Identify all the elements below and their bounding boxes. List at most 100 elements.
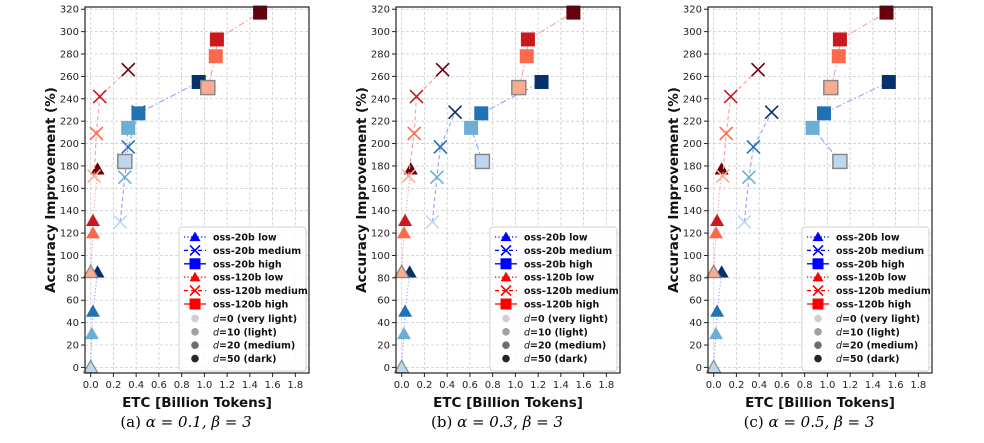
- legend-label: d=0 (very light): [524, 314, 608, 325]
- legend-label: d=50 (dark): [524, 354, 587, 365]
- series-oss-20b-low: [82, 265, 105, 374]
- y-tick-label: 240: [683, 94, 702, 105]
- y-tick-label: 180: [683, 161, 702, 172]
- x-tick-label: 1.8: [910, 380, 926, 391]
- series-line: [743, 111, 773, 222]
- y-tick-label: 0: [696, 363, 702, 374]
- legend-rest: =20 (medium): [530, 341, 606, 352]
- x-axis-label: ETC [Billion Tokens]: [122, 395, 272, 410]
- series-line: [722, 69, 759, 177]
- x-tick-label: 0.0: [83, 380, 99, 391]
- y-tick-label: 260: [683, 72, 702, 83]
- y-tick-label: 100: [371, 251, 390, 262]
- y-tick-label: 120: [371, 229, 390, 240]
- legend-item: oss-20b high: [495, 258, 593, 270]
- data-point: [131, 106, 146, 121]
- data-point: [741, 170, 756, 185]
- caption-math: α = 0.1, β = 3: [145, 413, 252, 431]
- y-tick-label: 120: [60, 229, 79, 240]
- legend-label: oss-120b low: [836, 273, 906, 284]
- data-point: [84, 326, 99, 340]
- legend-item: oss-120b medium: [807, 285, 931, 297]
- legend-circle-icon: [502, 354, 510, 363]
- x-tick-label: 1.0: [819, 380, 835, 391]
- data-point: [832, 32, 847, 47]
- x-tick-label: 1.2: [842, 380, 858, 391]
- series-oss-120b-medium: [87, 62, 136, 184]
- legend-rest: =0 (very light): [842, 314, 920, 325]
- legend-item-d: d=0 (very light): [502, 314, 608, 325]
- x-tick-label: 0.6: [774, 380, 790, 391]
- series-line: [124, 81, 199, 162]
- legend-box: [178, 226, 307, 372]
- legend-label: oss-20b high: [524, 259, 593, 270]
- x-tick-label: 1.4: [865, 380, 881, 391]
- legend-label: oss-20b low: [836, 233, 900, 244]
- data-point: [710, 213, 725, 227]
- y-tick-label: 140: [683, 206, 702, 217]
- legend-rest: =20 (medium): [842, 341, 918, 352]
- data-point: [425, 214, 440, 229]
- series-oss-20b-low: [705, 265, 729, 374]
- legend-label: d=10 (light): [524, 327, 588, 338]
- y-tick-label: 320: [60, 5, 79, 16]
- axes-frame: [395, 6, 621, 374]
- data-point: [723, 89, 738, 104]
- legend-label: d=0 (very light): [836, 314, 920, 325]
- x-tick-label: 1.6: [265, 380, 281, 391]
- legend-item: oss-20b low: [807, 231, 900, 244]
- data-point: [398, 304, 413, 317]
- legend: oss-20b low oss-20b medium oss-20b high oss…: [801, 226, 931, 372]
- legend-marker-icon: [189, 285, 201, 297]
- y-tick-label: 80: [689, 273, 702, 284]
- y-tick-label: 300: [371, 27, 390, 38]
- legend-item: oss-120b low: [184, 271, 283, 284]
- legend-label: oss-120b medium: [213, 286, 308, 297]
- x-tick-label: 0.2: [416, 380, 432, 391]
- caption-b: (b) α = 0.3, β = 3: [333, 413, 661, 431]
- data-point: [719, 126, 734, 141]
- y-tick-label: 320: [683, 5, 702, 16]
- x-tick-label: 1.8: [598, 380, 614, 391]
- y-tick-label: 300: [683, 27, 702, 38]
- legend-label: oss-120b low: [524, 273, 594, 284]
- x-tick-label: 1.2: [219, 380, 235, 391]
- y-tick-label: 0: [384, 363, 390, 374]
- legend: oss-20b low oss-20b medium oss-20b high oss…: [178, 226, 308, 372]
- y-axis-label: Accuracy Improvement (%): [43, 87, 59, 293]
- legend-marker-icon: [812, 231, 824, 242]
- legend-item-d: d=50 (dark): [814, 354, 899, 365]
- legend-var: d: [524, 354, 531, 365]
- y-tick-label: 180: [371, 161, 390, 172]
- data-point: [409, 89, 424, 104]
- legend-circle-icon: [502, 341, 510, 350]
- y-tick-label: 40: [377, 318, 390, 329]
- data-point: [85, 304, 100, 317]
- legend-var: d: [524, 314, 531, 325]
- panel-c: 0.0 0.2 0.4 0.6 0.8 1.0 1.2 1.4 1.6 1.8 0 20 40 60 80 1…: [623, 0, 951, 443]
- legend-box: [801, 226, 930, 372]
- legend-label: d=50 (dark): [213, 354, 276, 365]
- legend-marker-icon: [500, 244, 512, 256]
- y-tick-label: 300: [60, 27, 79, 38]
- data-point: [396, 326, 411, 340]
- legend-rest: =0 (very light): [219, 314, 297, 325]
- data-point: [746, 139, 761, 154]
- x-tick-label: 0.6: [151, 380, 167, 391]
- legend-rest: =50 (dark): [219, 354, 276, 365]
- y-tick-label: 220: [371, 117, 390, 128]
- legend-var: d: [836, 314, 843, 325]
- x-tick-label: 0.8: [797, 380, 813, 391]
- caption-math: α = 0.5, β = 3: [768, 413, 875, 431]
- y-tick-label: 80: [66, 273, 79, 284]
- series-line: [470, 81, 542, 162]
- x-tick-label: 0.4: [128, 380, 144, 391]
- legend-item-d: d=10 (light): [191, 327, 277, 338]
- legend-marker-icon: [812, 285, 824, 297]
- y-tick-label: 20: [689, 341, 702, 352]
- data-point: [831, 49, 846, 64]
- legend-marker-icon: [812, 244, 824, 256]
- data-point: [85, 213, 100, 227]
- y-tick-label: 160: [60, 184, 79, 195]
- legend-circle-icon: [191, 354, 199, 363]
